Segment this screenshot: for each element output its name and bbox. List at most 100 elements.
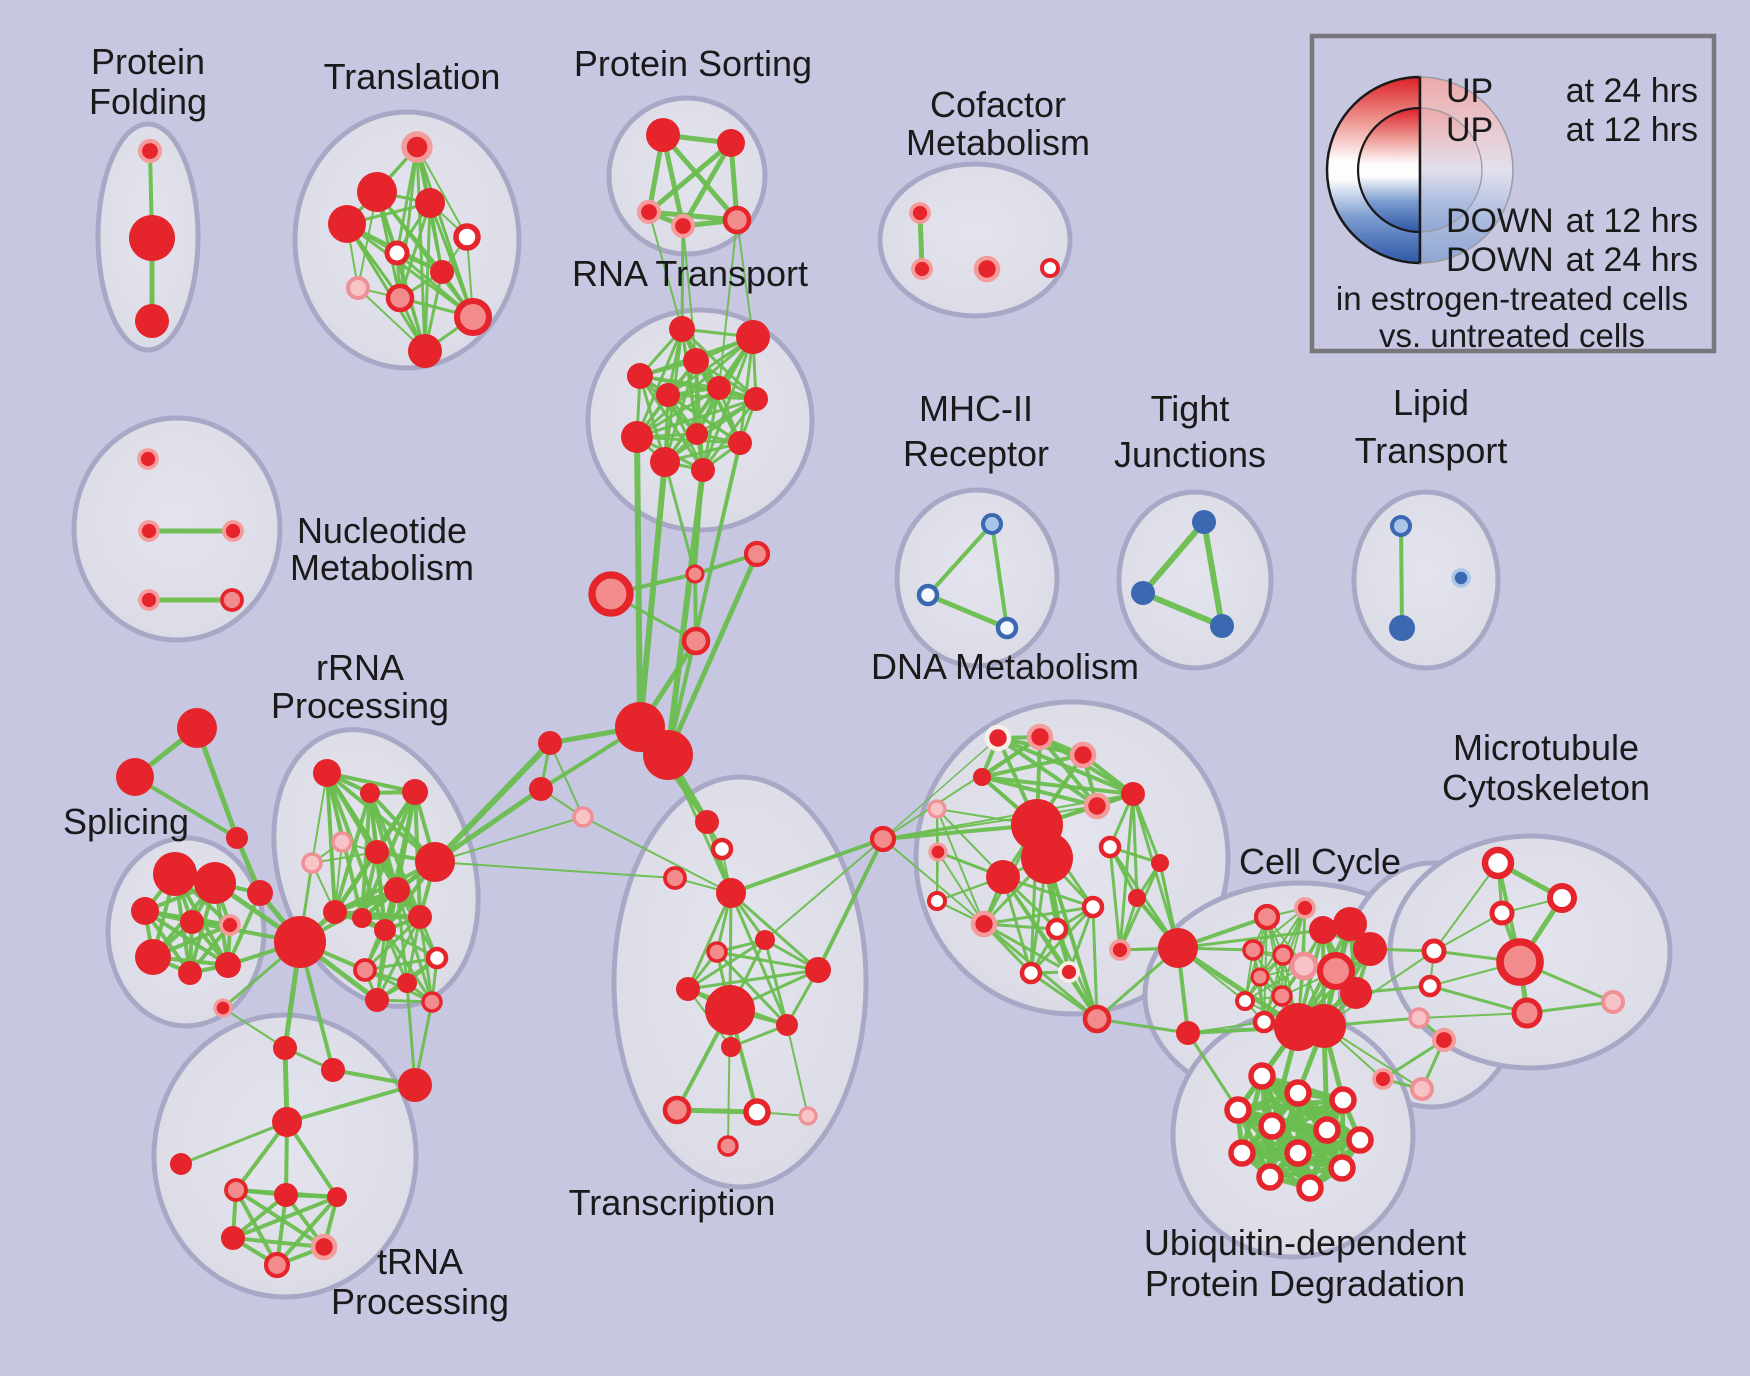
- edge-tc7-tcb: [816, 837, 885, 972]
- edge-cc18-mt7: [1418, 1012, 1528, 1019]
- edge-rr6-rr8: [334, 851, 378, 913]
- legend-time-4: at 24 hrs: [1566, 241, 1698, 279]
- node-mh3: [995, 616, 1019, 640]
- node-ps5: [722, 205, 752, 235]
- node-mt3: [1489, 900, 1515, 926]
- node-rr10: [374, 919, 396, 941]
- node-mh2: [916, 583, 940, 607]
- node-lt3: [1451, 568, 1471, 588]
- node-tn5: [310, 1233, 338, 1261]
- node-rr11: [408, 905, 432, 929]
- edge-tc3-tc7: [729, 891, 820, 972]
- node-ub7: [1346, 1126, 1374, 1154]
- node-sp7: [178, 961, 202, 985]
- node-t7: [430, 260, 454, 284]
- edge-tc4-tc9: [763, 938, 789, 1027]
- node-t6: [384, 240, 410, 266]
- node-rr7: [384, 877, 410, 903]
- node-cc13: [1340, 977, 1372, 1009]
- node-rr14: [397, 973, 417, 993]
- node-dm20: [1082, 1004, 1112, 1034]
- cluster-label-lipid-transport-line1: Lipid: [1393, 382, 1469, 423]
- node-t9: [385, 283, 415, 313]
- cluster-label-trna-processing-line1: tRNA: [377, 1241, 463, 1282]
- node-tnh: [272, 1107, 302, 1137]
- node-ub2: [1284, 1079, 1312, 1107]
- edge-rt12-x1: [693, 468, 705, 576]
- node-rr8: [323, 900, 347, 924]
- legend-direction-1: UP: [1446, 72, 1493, 110]
- edge-rr5-rr1: [311, 772, 328, 864]
- cluster-label-mhc-ii-receptor-line2: Receptor: [903, 433, 1049, 474]
- cluster-label-nucleotide-metabolism-line1: Nucleotide: [297, 510, 467, 551]
- node-cc14: [1252, 1010, 1276, 1034]
- node-cc2: [1294, 897, 1316, 919]
- node-dm9: [1151, 854, 1169, 872]
- node-tc11: [662, 1095, 692, 1125]
- edge-cc2-cc12: [1281, 907, 1306, 997]
- node-cc18: [1408, 1007, 1430, 1029]
- edge-rr11-rr16: [375, 915, 422, 1002]
- node-rr5: [301, 852, 323, 874]
- node-g5: [398, 1068, 432, 1102]
- node-x9: [572, 806, 594, 828]
- edge-dm8-dm17: [1108, 845, 1122, 952]
- node-rt11: [650, 447, 680, 477]
- edge-dm13-dm19: [982, 922, 1071, 974]
- node-dm6: [1121, 782, 1145, 806]
- node-cc8: [1289, 951, 1319, 981]
- node-tc13: [798, 1106, 818, 1126]
- edge-cc2-cc3: [1252, 907, 1306, 951]
- node-ub12: [1296, 1174, 1324, 1202]
- node-dmbr: [1158, 928, 1198, 968]
- edge-rt10-x6: [666, 441, 742, 757]
- cluster-label-rna-transport: RNA Transport: [572, 253, 808, 294]
- node-dm3: [1069, 741, 1097, 769]
- edge-cc17-mt7: [1428, 984, 1529, 1015]
- node-dm5: [927, 799, 947, 819]
- edge-x2-x6: [665, 551, 760, 758]
- node-mt2: [1547, 883, 1577, 913]
- edge-rt8-x5: [634, 434, 643, 730]
- node-tn1: [224, 1178, 248, 1202]
- legend-time-2: at 12 hrs: [1566, 111, 1698, 149]
- edge-rr2-rr8: [333, 791, 372, 914]
- node-rr3: [402, 779, 428, 805]
- node-x1: [685, 564, 705, 584]
- node-rr16: [365, 988, 389, 1012]
- edge-dm13-dm15: [982, 905, 1095, 926]
- node-x8: [529, 777, 553, 801]
- cluster-ellipse-mhc-ii-receptor: [894, 487, 1060, 669]
- edge-tj1-tj3: [1201, 519, 1225, 629]
- node-rt7: [744, 387, 768, 411]
- node-sp3: [131, 897, 159, 925]
- node-dm15: [1081, 895, 1105, 919]
- edge-dmh2-dm20: [1045, 856, 1099, 1021]
- node-nm1: [137, 448, 159, 470]
- node-lt1: [1389, 514, 1413, 538]
- edge-rt11-x5: [637, 459, 668, 730]
- edge-dm4-dm7: [980, 775, 1099, 808]
- node-cm2: [911, 258, 933, 280]
- node-rt9: [686, 423, 708, 445]
- node-nm3: [222, 520, 244, 542]
- edge-tn3-tn6: [275, 1195, 339, 1267]
- node-cc7: [1353, 932, 1387, 966]
- edge-tc3-tc6: [686, 891, 733, 991]
- node-sp1: [153, 852, 197, 896]
- node-ps3: [636, 199, 662, 225]
- node-rr13: [353, 958, 377, 982]
- edge-rr12-rr13: [363, 956, 439, 972]
- node-ub5: [1258, 1112, 1286, 1140]
- legend-caption-line2: vs. untreated cells: [1379, 317, 1645, 354]
- cluster-label-protein-folding-line1: Protein: [91, 41, 205, 82]
- node-sp8: [215, 952, 241, 978]
- node-tc2: [663, 866, 687, 890]
- node-cc20: [1372, 1068, 1394, 1090]
- edge-rr1-rr6: [326, 772, 378, 853]
- node-mt1: [1481, 846, 1515, 880]
- edge-ps3-ps5: [646, 209, 740, 223]
- cluster-label-splicing: Splicing: [63, 801, 189, 842]
- edge-t1-t10: [416, 146, 474, 318]
